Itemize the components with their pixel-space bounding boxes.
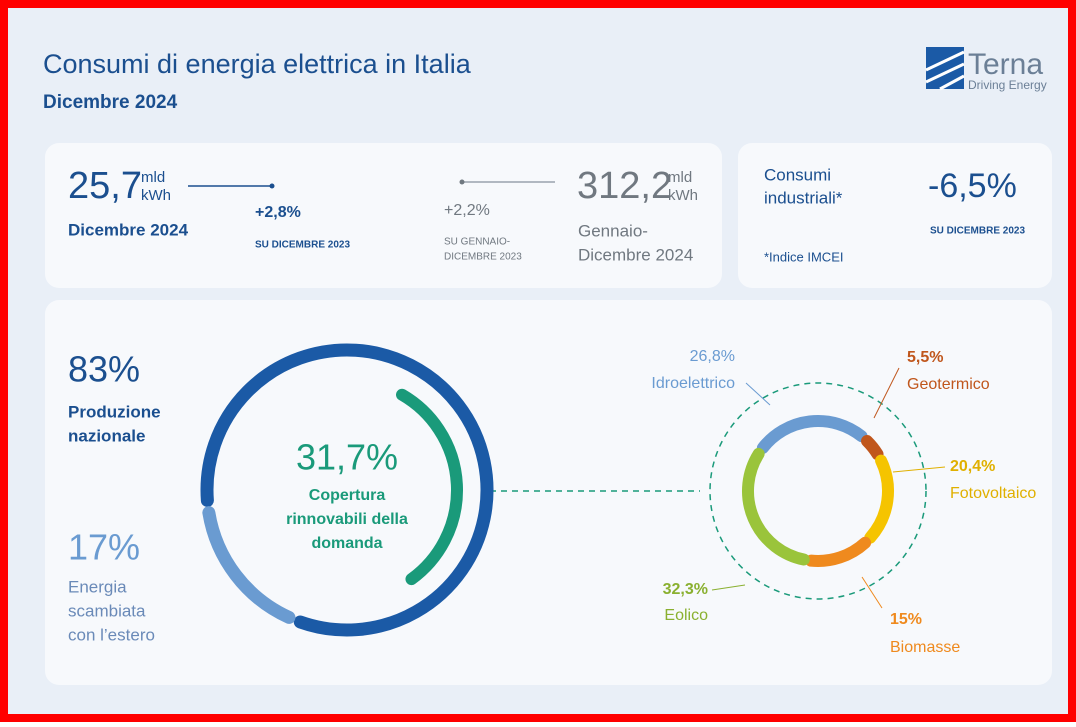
header: Consumi di energia elettrica in Italia D…: [43, 47, 1047, 113]
name: Eolico: [664, 607, 708, 624]
leader: [711, 584, 746, 591]
leader: [745, 382, 771, 406]
unit: mld: [141, 169, 165, 186]
card: [738, 143, 1052, 288]
caption: rinnovabili della: [286, 511, 408, 528]
value-label: 17%: [68, 527, 140, 568]
unit: kWh: [141, 187, 171, 204]
arrow-dot: [269, 183, 275, 189]
value-label: 32,3%: [663, 581, 708, 598]
arrow-dot: [459, 179, 465, 185]
name: Energia: [68, 577, 127, 596]
subtitle: Dicembre 2024: [43, 92, 178, 113]
value-label: 31,7%: [296, 437, 398, 478]
value-label: 5,5%: [907, 349, 943, 366]
note: *Indice IMCEI: [764, 249, 843, 264]
tagline: Driving Energy: [968, 78, 1047, 92]
value-label: 26,8%: [690, 348, 735, 365]
value-label: 83%: [68, 349, 140, 390]
name: con l’estero: [68, 625, 155, 644]
ring-segment: [805, 536, 872, 567]
value-label: 20,4%: [950, 458, 995, 475]
ring-segment: [861, 435, 884, 461]
card: [45, 300, 1052, 685]
ring-segment: [864, 454, 894, 544]
compare: DICEMBRE 2023: [444, 252, 522, 263]
unit: mld: [668, 169, 692, 186]
kpi-industrial: Consumi industriali* -6,5% SU DICEMBRE 2…: [764, 165, 1025, 264]
ring-segment: [202, 506, 296, 624]
mix-labels: 83% Produzione nazionale 17% Energia sca…: [68, 349, 161, 645]
change: -6,5%: [928, 167, 1017, 205]
change: +2,8%: [255, 204, 301, 221]
title: Consumi di energia elettrica in Italia: [43, 49, 472, 79]
logo-lines: [925, 50, 965, 91]
logo: Terna: [968, 48, 1043, 81]
renewables-arc: [396, 388, 463, 586]
caption: domanda: [311, 535, 382, 552]
name: Produzione: [68, 402, 161, 421]
value: 312,2: [577, 165, 672, 207]
label: Consumi: [764, 165, 831, 184]
period: Dicembre 2024: [68, 220, 189, 239]
leader: [873, 367, 900, 419]
compare: SU DICEMBRE 2023: [930, 226, 1025, 237]
card: [45, 143, 722, 288]
dashed-ring: [709, 382, 927, 600]
name: nazionale: [68, 426, 145, 445]
period: Gennaio-: [578, 221, 648, 240]
compare: SU GENNAIO-: [444, 237, 510, 248]
leader: [892, 466, 946, 473]
name: Idroelettrico: [651, 375, 735, 392]
renewables-labels: 31,7% Copertura rinnovabili della domand…: [286, 437, 408, 553]
kpi-year: 312,2 mld kWh Gennaio- Dicembre 2024 +2,…: [444, 165, 698, 264]
value-label: 15%: [890, 611, 922, 628]
name: Fotovoltaico: [950, 485, 1036, 502]
ring-segment: [742, 447, 810, 566]
label: industriali*: [764, 188, 843, 207]
ring-segment: [200, 343, 494, 637]
name: Geotermico: [907, 376, 990, 393]
leader: [861, 576, 883, 609]
unit: kWh: [668, 187, 698, 204]
value: 25,7: [68, 165, 142, 207]
period: Dicembre 2024: [578, 245, 693, 264]
caption: Copertura: [309, 487, 386, 504]
change: +2,2%: [444, 202, 490, 219]
name: Biomasse: [890, 639, 960, 656]
kpi-month: 25,7 mld kWh Dicembre 2024 +2,8% SU DICE…: [68, 165, 350, 251]
name: scambiata: [68, 601, 146, 620]
source-labels: 26,8% Idroelettrico 5,5% Geotermico 20,4…: [651, 348, 1036, 656]
compare: SU DICEMBRE 2023: [255, 240, 350, 251]
ring-segment: [756, 415, 868, 454]
